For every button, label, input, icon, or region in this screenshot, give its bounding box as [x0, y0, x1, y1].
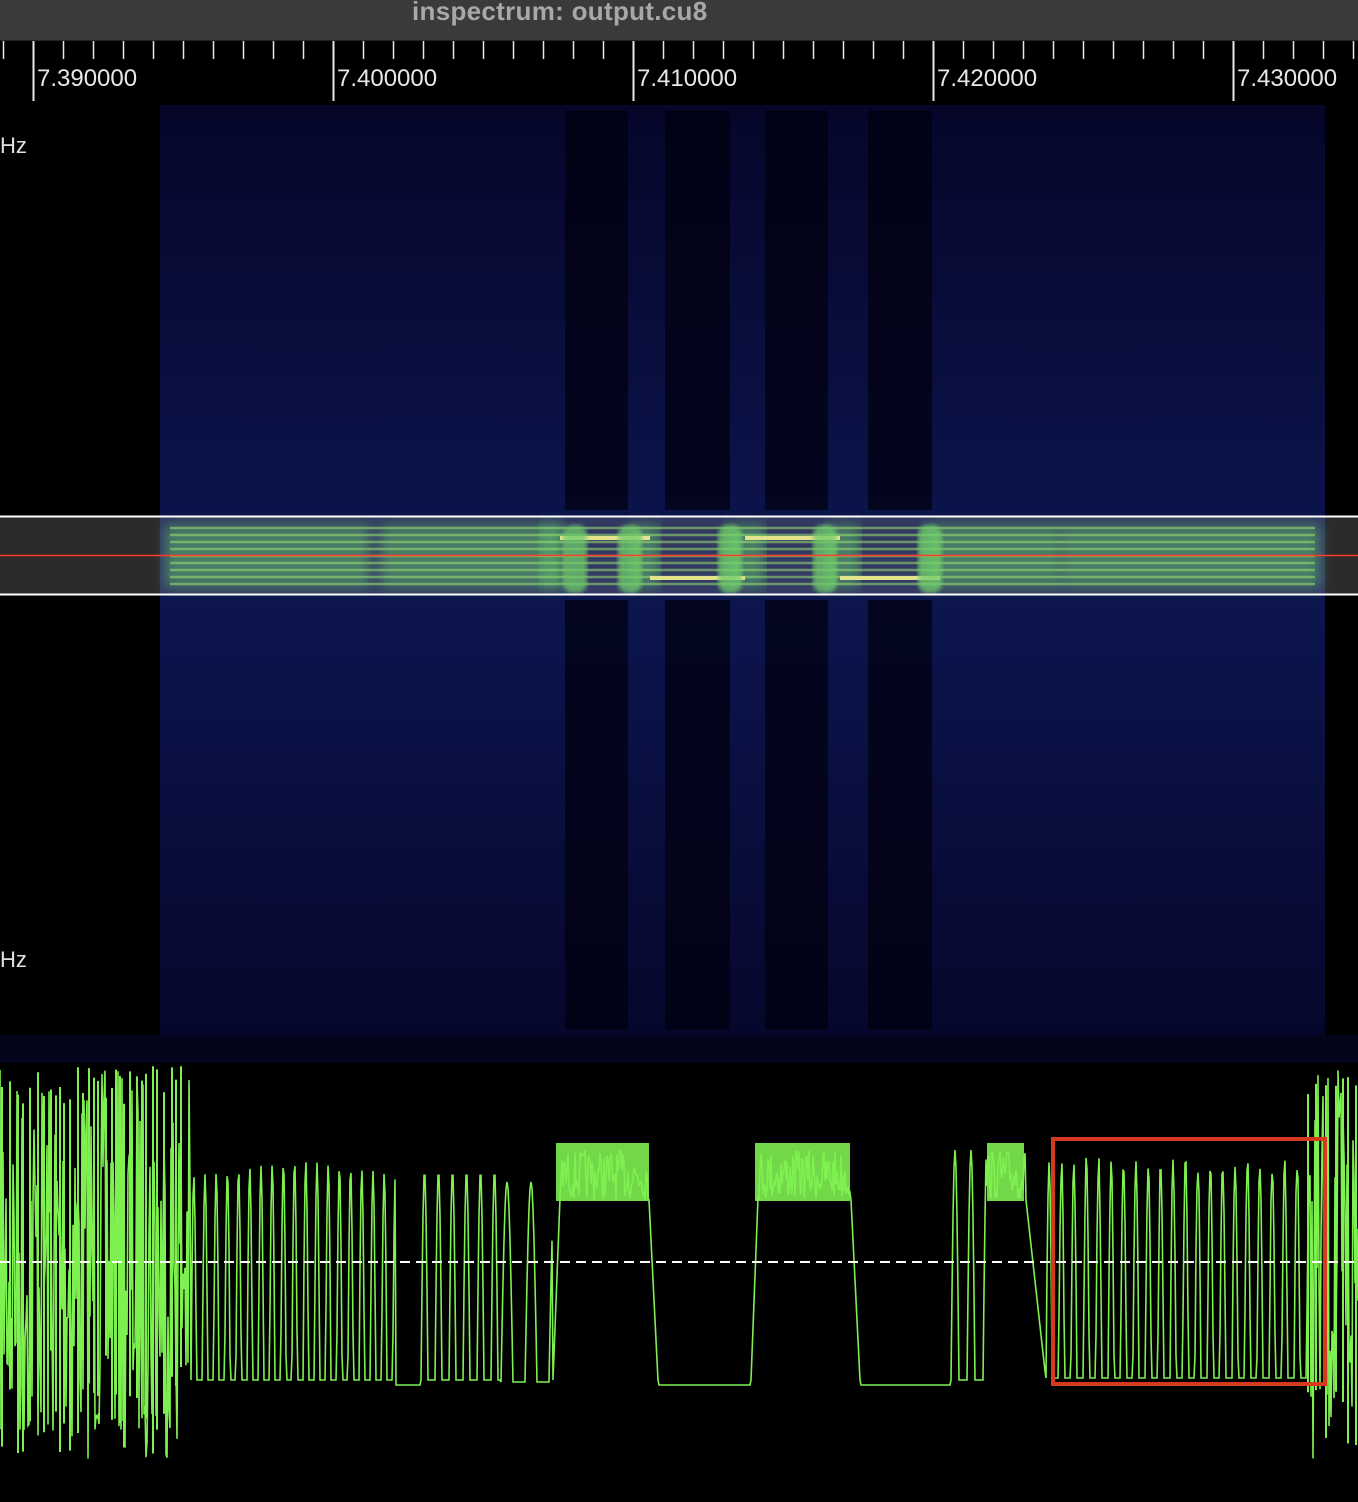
- selection-box[interactable]: [1051, 1137, 1327, 1386]
- fsk-transition: [718, 525, 742, 593]
- lower-frequency-label: Hz: [0, 947, 27, 972]
- demod-trace-plot[interactable]: [0, 1066, 1358, 1459]
- demod-trace-line: [0, 1069, 1358, 1459]
- time-tick-label: 7.410000: [637, 65, 738, 92]
- burst-gap: [765, 600, 828, 1030]
- burst-gap: [868, 600, 932, 1030]
- plateau-fill: [755, 1143, 850, 1201]
- fsk-transition: [918, 525, 942, 593]
- time-tick-label: 7.430000: [1237, 65, 1338, 92]
- time-tick-label: 7.420000: [937, 65, 1038, 92]
- time-tick-label: 7.390000: [37, 65, 138, 92]
- burst-gap: [565, 110, 628, 510]
- time-ruler[interactable]: 7.390000 7.400000 7.410000 7.420000 7.43…: [0, 41, 1358, 105]
- burst-gap: [565, 600, 628, 1030]
- fsk-transition: [563, 525, 587, 593]
- time-tick-label: 7.400000: [337, 65, 438, 92]
- ruler-ticks: [2, 41, 1355, 101]
- fsk-transition: [618, 525, 642, 593]
- frequency-selection-band[interactable]: [0, 515, 1358, 596]
- spectrogram[interactable]: [0, 105, 1358, 1063]
- burst-gap: [665, 110, 730, 510]
- spectrogram-bottom-edge: [0, 1035, 1358, 1063]
- window-title: inspectrum: output.cu8: [412, 0, 708, 26]
- fsk-transition: [813, 525, 837, 593]
- burst-gap: [868, 110, 932, 510]
- window-titlebar: inspectrum: output.cu8: [0, 0, 1358, 41]
- burst-gap: [665, 600, 730, 1030]
- upper-frequency-label: Hz: [0, 133, 27, 158]
- plateau-fill: [987, 1143, 1024, 1201]
- burst-gap: [765, 110, 828, 510]
- plateau-fill: [556, 1143, 649, 1201]
